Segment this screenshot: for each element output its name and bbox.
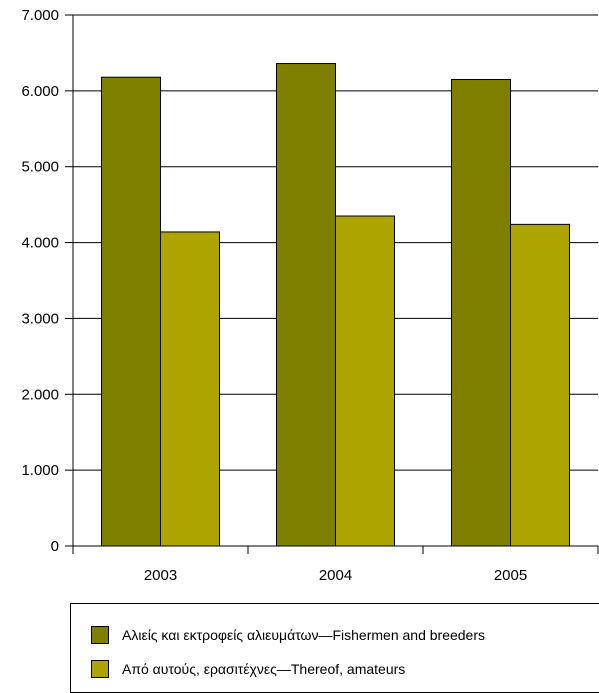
bar: [101, 76, 161, 547]
bar-chart: 0 1.000 2.000 3.000 4.000 5.000 6.000 7.000 200…: [21, 7, 599, 584]
legend-label-amateurs: Από αυτούς, ερασιτέχνες—Thereof, amateur…: [122, 661, 406, 677]
y-tick-label: 1.000: [21, 462, 59, 479]
y-tick-label: 2.000: [21, 386, 59, 403]
legend-swatch-fishermen: [91, 626, 109, 644]
legend-label-fishermen: Αλιείς και εκτροφείς αλιευμάτων—Fisherme…: [122, 627, 485, 643]
y-tick-label: 5.000: [21, 159, 59, 176]
y-tick-label: 3.000: [21, 310, 59, 327]
legend-item-fishermen: Αλιείς και εκτροφείς αλιευμάτων—Fisherme…: [91, 626, 485, 644]
y-tick-label: 6.000: [21, 83, 59, 100]
bars: [101, 63, 570, 547]
bar: [160, 231, 220, 547]
bar: [335, 215, 395, 547]
legend: Αλιείς και εκτροφείς αλιευμάτων—Fisherme…: [70, 603, 599, 693]
y-tick-label: 4.000: [21, 235, 59, 252]
x-tick-label: 2004: [319, 567, 352, 584]
bar: [451, 78, 511, 547]
legend-item-amateurs: Από αυτούς, ερασιτέχνες—Thereof, amateur…: [91, 660, 405, 678]
axes: [65, 14, 599, 554]
bar: [276, 63, 336, 547]
x-tick-labels: 2003 2004 2005: [144, 567, 527, 584]
y-tick-labels: 0 1.000 2.000 3.000 4.000 5.000 6.000 7.000: [21, 7, 59, 555]
x-tick-label: 2003: [144, 567, 177, 584]
bar: [510, 223, 570, 547]
x-tick-label: 2005: [494, 567, 527, 584]
y-tick-label: 0: [51, 538, 59, 555]
legend-swatch-amateurs: [91, 660, 109, 678]
y-tick-label: 7.000: [21, 7, 59, 24]
